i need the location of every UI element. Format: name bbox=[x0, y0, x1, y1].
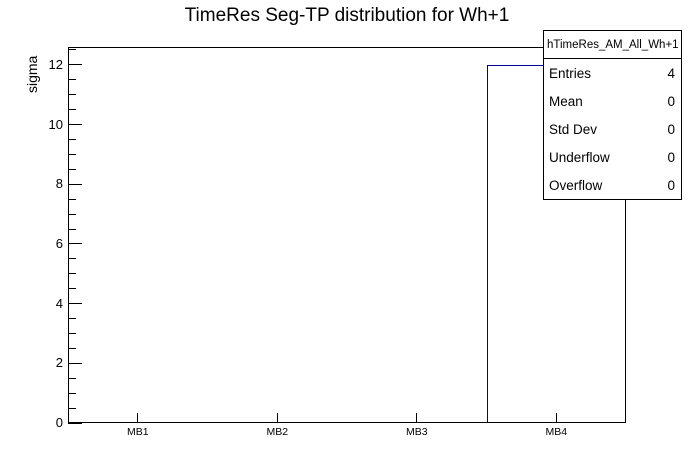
stats-label: Std Dev bbox=[549, 121, 598, 137]
stats-value: 0 bbox=[667, 177, 675, 193]
y-axis-minor-tick bbox=[68, 198, 76, 200]
chart-title: TimeRes Seg-TP distribution for Wh+1 bbox=[184, 5, 510, 26]
y-axis-tick-label: 0 bbox=[55, 415, 63, 430]
y-axis-minor-tick bbox=[68, 94, 76, 96]
y-axis-minor-tick bbox=[68, 407, 76, 409]
x-axis-tick bbox=[416, 413, 418, 423]
y-axis-minor-tick bbox=[68, 49, 76, 51]
x-axis-tick-label: MB4 bbox=[545, 426, 568, 438]
stats-row: Entries 4 bbox=[544, 59, 681, 87]
stats-box-title: hTimeRes_AM_All_Wh+1 bbox=[544, 31, 681, 59]
y-axis-tick-label: 4 bbox=[55, 295, 63, 311]
y-axis-minor-tick bbox=[68, 228, 76, 230]
y-axis-tick-label: 12 bbox=[48, 56, 63, 72]
y-axis-major-tick bbox=[68, 303, 82, 305]
y-axis-tick-label: 2 bbox=[55, 355, 63, 371]
stats-row: Underflow 0 bbox=[544, 143, 681, 171]
x-axis-tick bbox=[555, 413, 557, 423]
stats-value: 0 bbox=[667, 149, 675, 165]
y-axis-minor-tick bbox=[68, 332, 76, 334]
y-axis-minor-tick bbox=[68, 79, 76, 81]
y-axis-tick-label: 6 bbox=[55, 235, 63, 251]
y-axis-minor-tick bbox=[68, 109, 76, 111]
y-axis-minor-tick bbox=[68, 288, 76, 290]
stats-rows: Entries 4 Mean 0 Std Dev 0 Underflow 0 O… bbox=[544, 59, 681, 199]
stats-value: 0 bbox=[667, 93, 675, 109]
stats-value: 4 bbox=[667, 65, 675, 81]
y-axis-minor-tick bbox=[68, 392, 76, 394]
stats-row: Std Dev 0 bbox=[544, 115, 681, 143]
stats-label: Entries bbox=[549, 65, 592, 81]
y-axis-minor-tick bbox=[68, 258, 76, 260]
x-axis-tick-label: MB2 bbox=[266, 426, 289, 438]
y-axis-minor-tick bbox=[68, 168, 76, 170]
y-axis-minor-tick bbox=[68, 153, 76, 155]
y-axis-minor-tick bbox=[68, 273, 76, 275]
y-axis-minor-tick bbox=[68, 318, 76, 320]
plot-frame bbox=[68, 47, 626, 423]
y-axis-major-tick bbox=[68, 64, 82, 66]
y-axis-major-tick bbox=[68, 243, 82, 245]
y-axis-tick-label: 10 bbox=[48, 116, 63, 132]
y-axis-minor-tick bbox=[68, 347, 76, 349]
x-axis-tick-label: MB3 bbox=[405, 426, 428, 438]
stats-label: Mean bbox=[549, 93, 583, 109]
y-axis-major-tick bbox=[68, 422, 82, 424]
stats-value: 0 bbox=[667, 121, 675, 137]
stats-label: Underflow bbox=[549, 149, 610, 165]
y-axis-minor-tick bbox=[68, 139, 76, 140]
y-axis-major-tick bbox=[68, 362, 82, 364]
stats-box: hTimeRes_AM_All_Wh+1 Entries 4 Mean 0 St… bbox=[543, 30, 682, 200]
y-axis-major-tick bbox=[68, 124, 82, 126]
stats-row: Overflow 0 bbox=[544, 171, 681, 199]
y-axis-major-tick bbox=[68, 183, 82, 185]
x-axis-tick bbox=[137, 413, 139, 423]
stats-row: Mean 0 bbox=[544, 87, 681, 115]
stats-label: Overflow bbox=[549, 177, 603, 193]
x-axis-tick-label: MB1 bbox=[126, 426, 149, 438]
y-axis-minor-tick bbox=[68, 213, 76, 215]
y-axis-tick-label: 8 bbox=[55, 176, 63, 192]
x-axis-tick bbox=[276, 413, 278, 423]
y-axis-minor-tick bbox=[68, 377, 76, 379]
